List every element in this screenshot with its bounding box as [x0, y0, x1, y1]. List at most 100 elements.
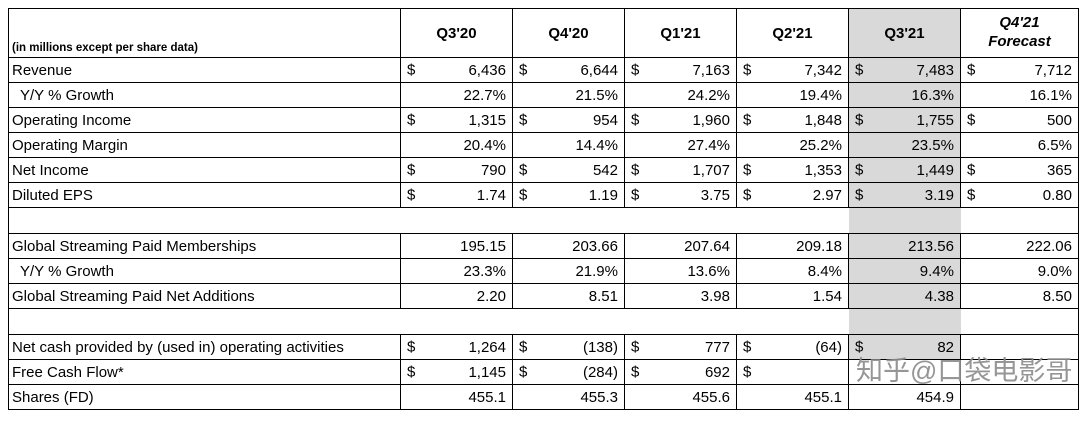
value-cell: $82	[848, 334, 961, 360]
col-header-q1-21: Q1'21	[624, 8, 737, 58]
dollar-sign: $	[631, 186, 640, 204]
col-header-q4-21-forecast: Q4'21 Forecast	[960, 8, 1079, 58]
financial-table: (in millions except per share data) Q3'2…	[8, 8, 1079, 410]
cell-value: 6,436	[468, 61, 506, 79]
dollar-sign: $	[519, 186, 528, 204]
dollar-sign: $	[855, 111, 864, 129]
spacer-cell	[848, 308, 961, 335]
value-cell: $1,353	[736, 157, 849, 183]
value-cell: 8.50	[960, 283, 1079, 309]
unit-note-cell: (in millions except per share data)	[8, 8, 401, 58]
cell-value: 6,644	[580, 61, 618, 79]
cell-value: 1,449	[916, 161, 954, 179]
dollar-sign: $	[631, 161, 640, 179]
dollar-sign: $	[519, 161, 528, 179]
cell-value: 7,163	[692, 61, 730, 79]
value-cell: $0.80	[960, 182, 1079, 208]
dollar-sign: $	[407, 186, 416, 204]
dollar-sign: $	[407, 363, 416, 381]
unit-note: (in millions except per share data)	[12, 42, 198, 54]
dollar-sign: $	[855, 61, 864, 79]
value-cell: 21.9%	[512, 258, 625, 284]
dollar-sign: $	[967, 111, 976, 129]
value-cell	[960, 359, 1079, 385]
value-cell: $542	[512, 157, 625, 183]
value-cell: $6,436	[400, 57, 513, 83]
table-row: Y/Y % Growth 23.3% 21.9% 13.6% 8.4% 9.4% 9.0%	[8, 258, 1079, 284]
row-label: Operating Margin	[8, 132, 401, 158]
value-cell: $1,449	[848, 157, 961, 183]
value-cell: 1.54	[736, 283, 849, 309]
cell-value: 954	[592, 111, 618, 129]
spacer-row	[8, 308, 1079, 335]
cell-value: 1,848	[804, 111, 842, 129]
value-cell: 8.4%	[736, 258, 849, 284]
cell-value: 1,315	[468, 111, 506, 129]
cell-value: 2.97	[812, 186, 842, 204]
dollar-sign: $	[407, 338, 416, 356]
value-cell: $1,755	[848, 107, 961, 133]
cell-value: 542	[592, 161, 618, 179]
value-cell	[848, 359, 961, 385]
cell-value: 1,960	[692, 111, 730, 129]
spacer-cell	[400, 308, 513, 335]
value-cell: 195.15	[400, 233, 513, 259]
forecast-header-line1: Q4'21	[999, 14, 1040, 32]
value-cell: $6,644	[512, 57, 625, 83]
table-row: Revenue $6,436 $6,644 $7,163 $7,342 $7,483 $7,…	[8, 57, 1079, 83]
col-header-q4-20: Q4'20	[512, 8, 625, 58]
value-cell: $7,163	[624, 57, 737, 83]
value-cell: 6.5%	[960, 132, 1079, 158]
dollar-sign: $	[855, 186, 864, 204]
cell-value: (64)	[815, 338, 842, 356]
dollar-sign: $	[519, 338, 528, 356]
row-label: Y/Y % Growth	[8, 82, 401, 108]
value-cell: 455.1	[736, 384, 849, 410]
dollar-sign: $	[631, 61, 640, 79]
value-cell: $7,342	[736, 57, 849, 83]
value-cell: 19.4%	[736, 82, 849, 108]
spacer-cell	[848, 207, 961, 234]
watermark: 知乎@口袋电影哥	[856, 356, 1073, 386]
cell-value: 7,483	[916, 61, 954, 79]
value-cell: 9.0%	[960, 258, 1079, 284]
cell-value: (138)	[582, 338, 618, 356]
value-cell: $2.97	[736, 182, 849, 208]
dollar-sign: $	[855, 338, 864, 356]
value-cell: 203.66	[512, 233, 625, 259]
dollar-sign: $	[407, 161, 416, 179]
value-cell: $1,848	[736, 107, 849, 133]
value-cell: $7,712	[960, 57, 1079, 83]
table-row: Operating Margin 20.4% 14.4% 27.4% 25.2% 23.5…	[8, 132, 1079, 158]
value-cell: $777	[624, 334, 737, 360]
value-cell: 4.38	[848, 283, 961, 309]
value-cell: $3.19	[848, 182, 961, 208]
col-header-q2-21: Q2'21	[736, 8, 849, 58]
dollar-sign: $	[743, 111, 752, 129]
value-cell: 13.6%	[624, 258, 737, 284]
value-cell: 207.64	[624, 233, 737, 259]
table-row: Free Cash Flow* $1,145 $ (284) $692 $	[8, 359, 1079, 385]
row-label: Global Streaming Paid Memberships	[8, 233, 401, 259]
dollar-sign: $	[743, 61, 752, 79]
cell-value: 3.19	[924, 186, 954, 204]
dollar-sign: $	[407, 111, 416, 129]
row-label: Net cash provided by (used in) operating…	[8, 334, 401, 360]
dollar-sign: $	[631, 111, 640, 129]
spacer-cell	[512, 207, 625, 234]
value-cell: 9.4%	[848, 258, 961, 284]
cell-value: 1,264	[468, 338, 506, 356]
spacer-cell	[736, 308, 849, 335]
table-row: Global Streaming Paid Memberships 195.15 2…	[8, 233, 1079, 259]
table-row: Global Streaming Paid Net Additions 2.20 8…	[8, 283, 1079, 309]
row-label	[8, 308, 401, 335]
dollar-sign: $	[855, 161, 864, 179]
value-cell: 455.3	[512, 384, 625, 410]
table-row: Net cash provided by (used in) operating…	[8, 334, 1079, 360]
cell-value: 1.74	[476, 186, 506, 204]
row-label: Diluted EPS	[8, 182, 401, 208]
cell-value: 692	[704, 363, 730, 381]
value-cell: $ (284)	[512, 359, 625, 385]
spacer-cell	[960, 308, 1079, 335]
value-cell: 22.7%	[400, 82, 513, 108]
